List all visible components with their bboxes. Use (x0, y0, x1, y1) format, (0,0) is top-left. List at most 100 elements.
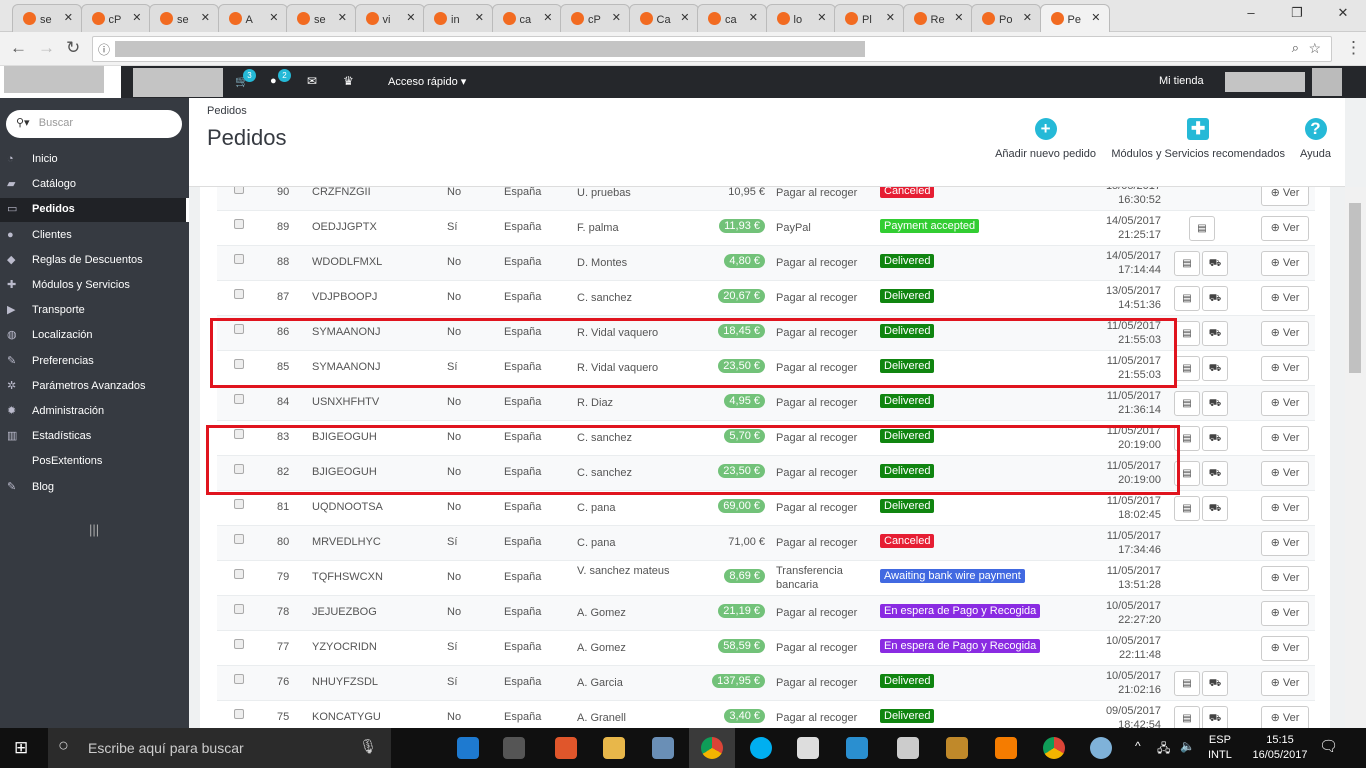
edge-icon[interactable] (457, 737, 479, 759)
tab-close-icon[interactable]: ✕ (1091, 12, 1101, 24)
sidebar-item-par-metros-avanzados[interactable]: ✲ Parámetros Avanzados (0, 375, 189, 399)
messages-icon[interactable]: ✉ (307, 74, 318, 88)
table-row[interactable]: 90 CRZFNZGII No España U. pruebas 10,95 € Paga… (217, 187, 1315, 211)
scrollbar-thumb[interactable] (1349, 203, 1361, 373)
microphone-icon[interactable]: 🎙 (359, 738, 377, 754)
back-icon[interactable]: ← (10, 38, 27, 57)
delivery-slip-button[interactable]: ⛟ (1202, 706, 1228, 728)
row-checkbox[interactable] (234, 324, 244, 334)
tab-close-icon[interactable]: ✕ (748, 12, 758, 24)
sidebar-item-preferencias[interactable]: ✎ Preferencias (0, 350, 189, 374)
table-row[interactable]: 75 KONCATYGU No España A. Granell 3,40 € Pagar… (217, 701, 1315, 728)
view-order-button[interactable]: ⊕ Ver (1261, 496, 1309, 521)
table-row[interactable]: 86 SYMAANONJ No España R. Vidal vaquero 18,45… (217, 316, 1315, 351)
table-row[interactable]: 87 VDJPBOOPJ No España C. sanchez 20,67 € Paga… (217, 281, 1315, 316)
sidebar-item-pedidos[interactable]: ▭ Pedidos (0, 198, 189, 223)
invoice-button[interactable]: ▤ (1174, 356, 1200, 381)
view-order-button[interactable]: ⊕ Ver (1261, 391, 1309, 416)
store-icon[interactable] (503, 737, 525, 759)
collapse-sidebar-icon[interactable]: ||| (89, 522, 100, 537)
page-scrollbar[interactable] (1345, 187, 1366, 728)
tab-close-icon[interactable]: ✕ (543, 12, 553, 24)
browser-tab[interactable]: Pl ✕ (834, 4, 904, 32)
tab-close-icon[interactable]: ✕ (1022, 12, 1032, 24)
calculator-icon[interactable] (897, 737, 919, 759)
row-checkbox[interactable] (234, 187, 244, 194)
sidebar-item-inicio[interactable]: ◔ Inicio (0, 148, 189, 172)
sidebar-item-cat-logo[interactable]: ▰ Catálogo (0, 173, 189, 197)
row-checkbox[interactable] (234, 394, 244, 404)
windows-start-icon[interactable]: ⊞ (14, 738, 29, 757)
minimize-button[interactable]: – (1247, 5, 1255, 20)
table-row[interactable]: 81 UQDNOOTSA No España C. pana 69,00 € Pagar a… (217, 491, 1315, 526)
browser-tab[interactable]: Re ✕ (902, 4, 973, 32)
browser-tab[interactable]: ca ✕ (697, 4, 767, 32)
invoice-button[interactable]: ▤ (1189, 216, 1215, 241)
tab-close-icon[interactable]: ✕ (680, 12, 690, 24)
row-checkbox[interactable] (234, 534, 244, 544)
browser-tab[interactable]: se ✕ (149, 4, 219, 32)
table-row[interactable]: 88 WDODLFMXL No España D. Montes 4,80 € Pagar … (217, 246, 1315, 281)
table-row[interactable]: 80 MRVEDLHYC Sí España C. pana 71,00 € Pagar a… (217, 526, 1315, 561)
view-order-button[interactable]: ⊕ Ver (1261, 601, 1309, 626)
trophy-icon[interactable]: ♛ (343, 74, 354, 88)
view-order-button[interactable]: ⊕ Ver (1261, 566, 1309, 591)
address-bar[interactable]: ⓘ ⌕ ☆ (92, 36, 1332, 62)
tab-close-icon[interactable]: ✕ (200, 12, 210, 24)
network-icon[interactable]: 🖧 (1157, 741, 1171, 755)
redacted-employee[interactable] (1225, 72, 1305, 92)
bookmark-star-icon[interactable]: ☆ (1308, 40, 1321, 56)
row-checkbox[interactable] (234, 639, 244, 649)
quick-access-dropdown[interactable]: Acceso rápido ▾ (388, 76, 467, 88)
row-checkbox[interactable] (234, 429, 244, 439)
table-row[interactable]: 89 OEDJJGPTX Sí España F. palma 11,93 € PayPal… (217, 211, 1315, 246)
help-button[interactable]: ? Ayuda (1300, 118, 1331, 160)
delivery-slip-button[interactable]: ⛟ (1202, 671, 1228, 696)
sidebar-item-posextentions[interactable]: PosExtentions (0, 450, 189, 474)
delivery-slip-button[interactable]: ⛟ (1202, 496, 1228, 521)
view-order-button[interactable]: ⊕ Ver (1261, 216, 1309, 241)
menu-icon[interactable]: ⋮ (1345, 38, 1362, 57)
view-order-button[interactable]: ⊕ Ver (1261, 461, 1309, 486)
search-icon[interactable]: ⚲▾ (16, 117, 30, 129)
envelope-icon[interactable] (797, 737, 819, 759)
language-indicator[interactable]: ESP INTL (1208, 733, 1232, 763)
maximize-button[interactable]: ❐ (1291, 5, 1303, 20)
invoice-button[interactable]: ▤ (1174, 321, 1200, 346)
close-window-button[interactable]: ✕ (1337, 5, 1349, 20)
sidebar-search[interactable]: ⚲▾ Buscar (6, 110, 182, 138)
reload-icon[interactable]: ↻ (66, 38, 81, 57)
browser-tab[interactable]: se ✕ (286, 4, 356, 32)
forward-icon[interactable]: → (38, 38, 55, 57)
sidebar-item-m-dulos-y-servicios[interactable]: ✚ Módulos y Servicios (0, 274, 189, 298)
tab-close-icon[interactable]: ✕ (954, 12, 964, 24)
tab-close-icon[interactable]: ✕ (817, 12, 827, 24)
breadcrumb[interactable]: Pedidos (207, 105, 247, 117)
sidebar-item-blog[interactable]: ✎ Blog (0, 476, 189, 500)
delivery-slip-button[interactable]: ⛟ (1202, 461, 1228, 486)
skype-icon[interactable] (750, 737, 772, 759)
clock[interactable]: 15:15 16/05/2017 (1245, 733, 1315, 763)
invoice-button[interactable]: ▤ (1174, 286, 1200, 311)
media-icon[interactable] (555, 737, 577, 759)
browser-tab[interactable]: se ✕ (12, 4, 82, 32)
delivery-slip-button[interactable]: ⛟ (1202, 356, 1228, 381)
table-row[interactable]: 78 JEJUEZBOG No España A. Gomez 21,19 € Pagar … (217, 596, 1315, 631)
tab-close-icon[interactable]: ✕ (132, 12, 142, 24)
cart-icon[interactable]: 🛒 3 (235, 69, 256, 88)
view-order-button[interactable]: ⊕ Ver (1261, 187, 1309, 206)
tab-close-icon[interactable]: ✕ (885, 12, 895, 24)
volume-icon[interactable]: 🔈 (1180, 739, 1195, 753)
tab-close-icon[interactable]: ✕ (474, 12, 484, 24)
sidebar-item-transporte[interactable]: ▶ Transporte (0, 299, 189, 323)
invoice-button[interactable]: ▤ (1174, 251, 1200, 276)
vs-icon[interactable] (846, 737, 868, 759)
table-row[interactable]: 77 YZYOCRIDN Sí España A. Gomez 58,59 € Pagar … (217, 631, 1315, 666)
row-checkbox[interactable] (234, 219, 244, 229)
tab-close-icon[interactable]: ✕ (611, 12, 621, 24)
tab-close-icon[interactable]: ✕ (337, 12, 347, 24)
chrome-icon[interactable] (1043, 737, 1065, 759)
view-order-button[interactable]: ⊕ Ver (1261, 286, 1309, 311)
xampp-icon[interactable] (995, 737, 1017, 759)
view-order-button[interactable]: ⊕ Ver (1261, 531, 1309, 556)
